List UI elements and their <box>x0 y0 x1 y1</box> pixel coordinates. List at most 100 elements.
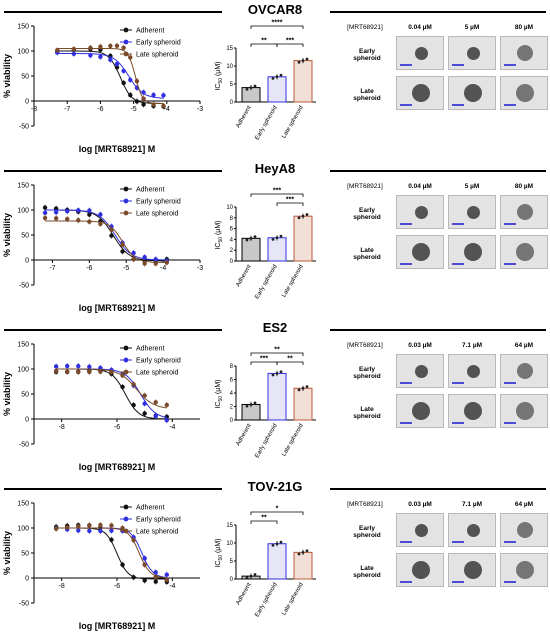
data-point <box>164 417 169 423</box>
legend-marker <box>123 186 129 192</box>
bar-category-label: Early spheroid <box>254 105 278 141</box>
y-axis-label: IC50 (µM) <box>215 220 224 249</box>
bar <box>267 543 287 580</box>
spheroid-shape <box>516 402 534 420</box>
replicate-point <box>245 576 249 580</box>
spheroid-shape <box>517 45 533 61</box>
spheroid-image <box>500 36 548 70</box>
bar <box>293 215 313 262</box>
row-label-line: Late <box>360 406 374 413</box>
legend-label: Early spheroid <box>136 517 181 524</box>
x-tick-label: -7 <box>49 265 55 272</box>
data-point <box>53 216 59 221</box>
y-tick-label: 50 <box>21 74 29 81</box>
bar <box>241 237 261 262</box>
data-point <box>142 578 147 583</box>
scale-bar <box>504 263 516 265</box>
data-point <box>88 53 93 58</box>
scale-bar <box>452 64 464 66</box>
data-point <box>98 221 103 227</box>
replicate-point <box>305 549 309 553</box>
x-tick-label: -5 <box>130 106 136 113</box>
replicate-point <box>249 86 253 89</box>
legend-marker <box>123 357 129 363</box>
y-axis-label: IC50 (µM) <box>215 538 224 567</box>
y-tick-label: 0 <box>25 417 29 424</box>
legend-label: Adherent <box>136 346 164 353</box>
spheroid-shape <box>517 363 533 379</box>
dose-label: 7.1 µM <box>461 342 482 349</box>
row-label: Early spheroid <box>344 525 390 539</box>
y-axis-label: % viability <box>2 372 12 416</box>
title-rule-left <box>4 329 222 331</box>
spheroid-shape <box>466 46 480 60</box>
data-point <box>88 45 93 51</box>
legend-marker <box>123 198 129 204</box>
data-point <box>65 363 70 369</box>
spheroid-shape <box>466 523 480 537</box>
legend-label: Late spheroid <box>136 211 179 218</box>
legend-label: Early spheroid <box>136 40 181 47</box>
replicate-point <box>275 236 279 240</box>
scale-bar <box>400 581 412 583</box>
x-tick-label: -6 <box>97 106 103 113</box>
replicate-point <box>253 235 257 239</box>
data-point <box>109 523 114 528</box>
spheroid-shape <box>414 364 428 378</box>
data-point <box>151 102 156 107</box>
x-axis-label: log [MRT68921] M <box>79 144 156 154</box>
bar <box>267 372 287 421</box>
legend-label: Adherent <box>136 28 164 35</box>
y-tick-label: 4 <box>230 391 234 397</box>
y-tick-label: 50 <box>21 392 29 399</box>
significance-bracket <box>250 352 304 356</box>
y-tick-label: -50 <box>19 283 29 290</box>
y-tick-label: 10 <box>226 205 233 211</box>
data-point <box>120 242 125 247</box>
scale-bar <box>504 581 516 583</box>
bar-category-label: Late spheroid <box>281 423 304 458</box>
y-tick-label: 150 <box>17 183 29 190</box>
data-point <box>120 249 125 254</box>
data-point <box>87 523 92 528</box>
panel-title: OVCAR8 <box>247 2 303 17</box>
data-point <box>98 522 103 528</box>
panel-tov-21g: TOV-21G -50 0 50 100 150 -8 -6 -4 log [MRT68921] … <box>0 477 550 636</box>
bar-category-label: Late spheroid <box>281 582 304 617</box>
replicate-point <box>297 216 301 220</box>
data-point <box>153 570 158 575</box>
y-tick-label: 4 <box>230 237 234 243</box>
bar-category-label: Early spheroid <box>254 582 278 618</box>
bar <box>293 387 313 421</box>
replicate-point <box>275 372 279 375</box>
data-point <box>98 44 103 49</box>
data-point <box>153 257 158 262</box>
scale-bar <box>452 382 464 384</box>
legend-marker <box>123 27 129 33</box>
scale-bar <box>400 422 412 424</box>
y-tick-label: -50 <box>19 601 29 608</box>
y-tick-label: 0 <box>230 577 234 583</box>
y-tick-label: 2 <box>230 405 234 411</box>
spheroid-shape <box>412 243 430 261</box>
data-point <box>131 575 136 580</box>
spheroid-image <box>500 553 548 587</box>
y-tick-label: 100 <box>17 208 29 215</box>
dose-label: 64 µM <box>514 342 534 349</box>
data-point <box>128 77 133 83</box>
bar <box>267 76 287 103</box>
data-point <box>53 368 59 374</box>
legend-label: Adherent <box>136 187 164 194</box>
spheroid-image <box>396 354 444 388</box>
data-point <box>65 209 70 214</box>
significance-label: ** <box>274 347 280 354</box>
x-tick-label: -8 <box>59 424 65 431</box>
scale-bar <box>400 541 412 543</box>
scale-bar <box>452 422 464 424</box>
bar-category-label: Early spheroid <box>254 423 278 459</box>
data-point <box>65 369 70 374</box>
replicate-point <box>279 370 283 374</box>
dose-label: 0.03 µM <box>408 342 432 349</box>
y-tick-label: 0 <box>230 259 234 265</box>
replicate-point <box>279 540 283 544</box>
